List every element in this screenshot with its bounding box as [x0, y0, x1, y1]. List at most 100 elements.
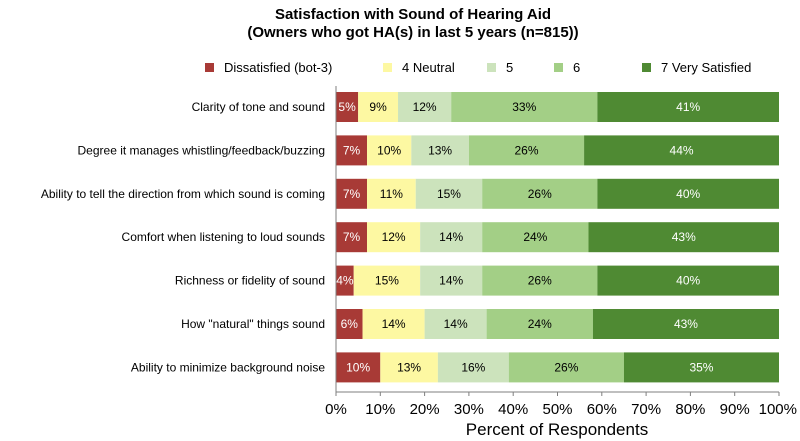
- bar-segment-dissatisfied-bot-3: [336, 222, 368, 253]
- category-label: Ability to minimize background noise: [131, 360, 325, 374]
- bar-segment-5: [398, 92, 452, 122]
- legend: Dissatisfied (bot-3) 4 Neutral 5 6 7 Very Sa…: [205, 60, 751, 75]
- data-label: 7%: [343, 187, 361, 201]
- category-label: How "natural" things sound: [181, 317, 325, 331]
- category-label: Degree it manages whistling/feedback/buz…: [78, 143, 325, 157]
- bar-segment-4-neutral: [362, 309, 425, 339]
- data-label: 7%: [343, 230, 361, 244]
- bar-segment-7-very-satisfied: [588, 222, 779, 253]
- legend-label-5: 5: [506, 60, 513, 75]
- x-tick-label: 30%: [454, 401, 484, 418]
- x-tick-label: 10%: [365, 401, 395, 418]
- data-label: 16%: [461, 360, 485, 374]
- x-tick-label: 50%: [542, 401, 572, 418]
- data-label: 24%: [523, 230, 547, 244]
- x-tick-label: 20%: [410, 401, 440, 418]
- data-label: 6%: [341, 317, 359, 331]
- data-label: 26%: [528, 274, 552, 288]
- data-label: 44%: [670, 143, 694, 157]
- bar-segment-4-neutral: [358, 92, 399, 122]
- data-label: 35%: [689, 360, 713, 374]
- data-label: 24%: [528, 317, 552, 331]
- x-tick-label: 100%: [759, 401, 797, 418]
- legend-swatch-4-neutral: [383, 63, 392, 72]
- x-axis: 0% 10% 20% 30% 40% 50% 60% 70% 80% 90% 100%: [325, 86, 797, 418]
- legend-swatch-6: [554, 63, 563, 72]
- data-label: 43%: [674, 317, 698, 331]
- category-label: Clarity of tone and sound: [192, 100, 325, 114]
- bar-segment-7-very-satisfied: [597, 265, 779, 296]
- data-label: 14%: [382, 317, 406, 331]
- bar-segment-7-very-satisfied: [597, 92, 779, 122]
- bar-segment-7-very-satisfied: [623, 352, 779, 383]
- data-label: 10%: [346, 360, 370, 374]
- data-label: 7%: [343, 143, 361, 157]
- data-label: 41%: [676, 100, 700, 114]
- data-label: 26%: [514, 143, 538, 157]
- bar-segment-4-neutral: [367, 178, 416, 209]
- bar-segment-dissatisfied-bot-3: [336, 92, 359, 122]
- legend-label-dissatisfied-bot-3: Dissatisfied (bot-3): [224, 60, 332, 75]
- data-label: 13%: [428, 143, 452, 157]
- bar-segment-dissatisfied-bot-3: [336, 135, 368, 166]
- data-label: 33%: [512, 100, 536, 114]
- x-tick-label: 70%: [631, 401, 661, 418]
- bar-segment-4-neutral: [367, 222, 421, 253]
- x-tick-label: 0%: [325, 401, 347, 418]
- bar-segment-5: [424, 309, 487, 339]
- chart-title: Satisfaction with Sound of Hearing Aid: [275, 6, 551, 23]
- data-label: 14%: [439, 230, 463, 244]
- data-label: 13%: [397, 360, 421, 374]
- legend-label-7-very-satisfied: 7 Very Satisfied: [661, 60, 751, 75]
- chart-subtitle: (Owners who got HA(s) in last 5 years (n…: [247, 24, 578, 41]
- data-label: 40%: [676, 274, 700, 288]
- data-label: 40%: [676, 187, 700, 201]
- bar-segment-7-very-satisfied: [592, 309, 779, 339]
- bar-segment-6: [451, 92, 598, 122]
- bar-segment-7-very-satisfied: [597, 178, 779, 209]
- bar-segment-6: [482, 178, 598, 209]
- category-label: Richness or fidelity of sound: [175, 274, 325, 288]
- bars: 5% 9% 12% 33% 41% 7% 10% 13% 26% 44% 7% 11% 15% 26% 40…: [336, 92, 779, 383]
- category-labels: Clarity of tone and sound Degree it manag…: [41, 100, 325, 374]
- data-label: 9%: [369, 100, 387, 114]
- x-tick-label: 40%: [498, 401, 528, 418]
- data-label: 26%: [554, 360, 578, 374]
- x-tick-label: 80%: [675, 401, 705, 418]
- legend-label-6: 6: [573, 60, 580, 75]
- x-tick-label: 60%: [587, 401, 617, 418]
- bar-segment-6: [482, 265, 598, 296]
- category-label: Ability to tell the direction from which…: [41, 187, 325, 201]
- bar-segment-6: [468, 135, 585, 166]
- bar-segment-5: [415, 178, 483, 209]
- bar-segment-7-very-satisfied: [584, 135, 779, 166]
- bar-segment-6: [486, 309, 593, 339]
- data-label: 43%: [672, 230, 696, 244]
- bar-segment-5: [437, 352, 509, 383]
- category-label: Comfort when listening to loud sounds: [122, 230, 325, 244]
- data-label: 14%: [444, 317, 468, 331]
- x-tick-label: 90%: [720, 401, 750, 418]
- bar-segment-4-neutral: [380, 352, 438, 383]
- bar-segment-5: [420, 265, 483, 296]
- bar-segment-dissatisfied-bot-3: [336, 309, 363, 339]
- data-label: 12%: [413, 100, 437, 114]
- data-label: 11%: [380, 187, 403, 201]
- legend-swatch-7-very-satisfied: [642, 63, 651, 72]
- bar-segment-dissatisfied-bot-3: [336, 265, 354, 296]
- bar-segment-5: [420, 222, 483, 253]
- bar-segment-dissatisfied-bot-3: [336, 352, 381, 383]
- bar-segment-dissatisfied-bot-3: [336, 178, 368, 209]
- legend-swatch-5: [487, 63, 496, 72]
- data-label: 15%: [437, 187, 461, 201]
- bar-segment-4-neutral: [367, 135, 412, 166]
- legend-label-4-neutral: 4 Neutral: [402, 60, 455, 75]
- data-label: 15%: [375, 274, 399, 288]
- x-axis-title: Percent of Respondents: [466, 420, 648, 439]
- bar-segment-4-neutral: [353, 265, 421, 296]
- bar-segment-5: [411, 135, 469, 166]
- data-label: 4%: [336, 274, 354, 288]
- data-label: 10%: [377, 143, 401, 157]
- data-label: 14%: [439, 274, 463, 288]
